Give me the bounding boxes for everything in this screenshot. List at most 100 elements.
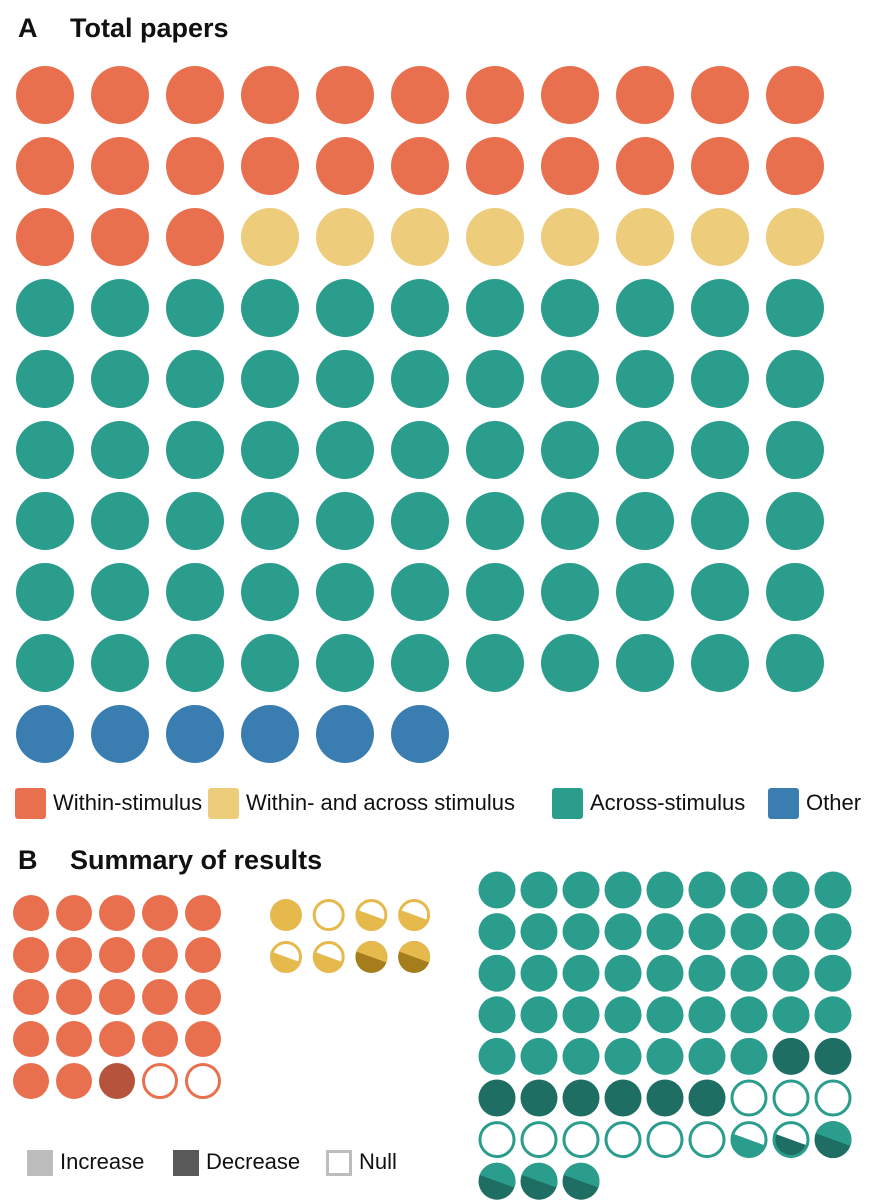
dot [391, 137, 449, 195]
legend-swatch [768, 788, 799, 819]
dot [398, 899, 431, 931]
dot [646, 1037, 684, 1075]
dot [316, 350, 374, 408]
dot [91, 66, 149, 124]
dot [316, 66, 374, 124]
dot [772, 1079, 810, 1117]
dot [772, 996, 810, 1034]
dot [766, 208, 824, 266]
dot [391, 279, 449, 337]
dot-face [520, 1121, 558, 1159]
dot-ring [730, 1121, 768, 1159]
dot [185, 1063, 221, 1099]
dot [478, 1162, 516, 1200]
dot [616, 563, 674, 621]
dot [691, 563, 749, 621]
dot-face [646, 1079, 684, 1117]
dot [541, 492, 599, 550]
dot-face [814, 871, 852, 909]
dot [730, 954, 768, 992]
dot-face [646, 954, 684, 992]
dot-face [562, 1037, 600, 1075]
dot [541, 137, 599, 195]
dot [814, 1079, 852, 1117]
dot [16, 492, 74, 550]
dot-upper [357, 900, 386, 920]
dot [562, 913, 600, 951]
dot-face [185, 1021, 221, 1057]
dot [312, 941, 345, 973]
dot-face [13, 895, 49, 931]
dot [814, 871, 852, 909]
dot [562, 1079, 600, 1117]
dot [270, 941, 302, 973]
dot [466, 421, 524, 479]
panel-label: B [18, 845, 38, 875]
dot [562, 1162, 600, 1200]
dot [691, 279, 749, 337]
dot-face [646, 913, 684, 951]
dot-face [13, 979, 49, 1015]
dot-upper [400, 900, 429, 920]
dot-face [772, 996, 810, 1034]
dot-face [478, 1037, 516, 1075]
dot [772, 1121, 810, 1159]
dot-face [478, 871, 516, 909]
dot-face [142, 1063, 178, 1099]
dot [772, 954, 810, 992]
dot [16, 705, 74, 763]
dot-face [646, 1037, 684, 1075]
dot [562, 996, 600, 1034]
legend-label: Other [806, 790, 861, 815]
dot-upper [315, 942, 344, 962]
dot [56, 979, 92, 1015]
dot [166, 421, 224, 479]
dot-face [688, 954, 726, 992]
dot [16, 563, 74, 621]
dot [391, 563, 449, 621]
dot [466, 563, 524, 621]
dot [766, 279, 824, 337]
dot-face [772, 1037, 810, 1075]
dot [91, 350, 149, 408]
dot [391, 66, 449, 124]
dot [166, 492, 224, 550]
dot [766, 563, 824, 621]
dot [562, 871, 600, 909]
dot-face [185, 895, 221, 931]
dot-face [604, 913, 642, 951]
dot [691, 421, 749, 479]
dot [814, 913, 852, 951]
dot [241, 705, 299, 763]
dot [391, 421, 449, 479]
dot [166, 66, 224, 124]
dot [730, 996, 768, 1034]
dot [604, 1121, 642, 1159]
dot [166, 208, 224, 266]
dot-face [772, 954, 810, 992]
dot [391, 492, 449, 550]
dot-face [99, 937, 135, 973]
dot [691, 634, 749, 692]
legend-swatch [208, 788, 239, 819]
legend-label: Increase [60, 1149, 144, 1174]
dot-face [730, 1037, 768, 1075]
dot [478, 954, 516, 992]
dot [691, 137, 749, 195]
dot [646, 954, 684, 992]
dot-face [604, 871, 642, 909]
dot-ring [398, 899, 431, 931]
dot [355, 899, 388, 931]
dot [814, 996, 852, 1034]
dot-face [99, 1063, 135, 1099]
dot-face [99, 979, 135, 1015]
dot-ring [270, 941, 302, 973]
dot [185, 937, 221, 973]
dot-face [688, 1121, 726, 1159]
dot-face [562, 954, 600, 992]
dot [241, 137, 299, 195]
dot [391, 208, 449, 266]
dot [241, 66, 299, 124]
dot [562, 954, 600, 992]
dot [646, 1121, 684, 1159]
